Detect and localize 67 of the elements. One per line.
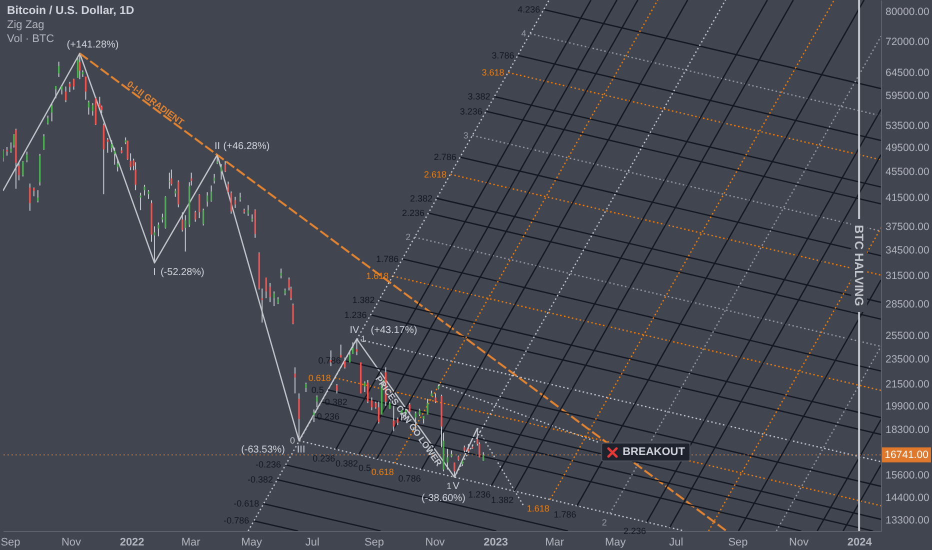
series-label: 0.618 bbox=[371, 467, 394, 478]
series-label: 1.618 bbox=[366, 271, 389, 282]
y-tick-label: 41500.00 bbox=[886, 192, 930, 204]
y-tick-label: 19900.00 bbox=[886, 400, 930, 412]
series-label: 1.618 bbox=[526, 504, 550, 514]
series-label: 2.236 bbox=[624, 526, 646, 536]
series-label: 0.236 bbox=[312, 453, 336, 464]
annotation: III bbox=[296, 444, 306, 456]
x-tick-label: Sep bbox=[728, 536, 748, 548]
x-tick-label: Nov bbox=[789, 536, 810, 548]
x-tick-label: Jul bbox=[669, 536, 684, 548]
series-label: 4 bbox=[521, 28, 526, 39]
series-label: 0 bbox=[290, 436, 295, 446]
y-tick-label: 18300.00 bbox=[886, 424, 930, 436]
series-label: 1 bbox=[360, 334, 366, 344]
y-tick-label: 14400.00 bbox=[886, 492, 930, 504]
y-tick-label: 31500.00 bbox=[886, 270, 930, 282]
x-tick-label: Mar bbox=[545, 536, 564, 548]
y-tick-label: 28500.00 bbox=[886, 298, 930, 311]
ref-line-label: BTC HALVING bbox=[852, 224, 866, 306]
annotation: BREAKOUT bbox=[622, 446, 686, 458]
y-tick-label: 37500.00 bbox=[886, 220, 930, 233]
y-tick-label: 45500.00 bbox=[886, 166, 930, 178]
y-tick-label: 72000.00 bbox=[886, 36, 930, 48]
annotation: II bbox=[214, 140, 220, 152]
x-tick-label: 2022 bbox=[120, 536, 144, 548]
y-tick-label: 13300.00 bbox=[886, 514, 930, 527]
x-tick-label: Mar bbox=[181, 536, 201, 548]
x-tick-label: Sep bbox=[364, 536, 384, 548]
x-tick-label: Sep bbox=[0, 536, 20, 548]
annotation: (-63.53%) bbox=[241, 444, 285, 456]
series-label: 3.618 bbox=[482, 68, 504, 78]
chart-title: Bitcoin / U.S. Dollar, 1D bbox=[6, 5, 134, 17]
annotation: Zig Zag bbox=[6, 19, 44, 31]
y-tick-label: 80000.00 bbox=[886, 6, 930, 18]
ref-line-label: 16741.00 bbox=[884, 448, 929, 461]
series-label: 3 bbox=[463, 130, 468, 140]
annotation: (+141.28%) bbox=[66, 39, 119, 50]
series-label: 2 bbox=[406, 232, 411, 242]
y-tick-label: 59500.00 bbox=[886, 90, 930, 102]
annotation: (+46.28%) bbox=[223, 140, 270, 152]
y-tick-label: 49500.00 bbox=[886, 142, 930, 154]
y-tick-label: 21500.00 bbox=[886, 378, 930, 390]
y-tick-label: 64500.00 bbox=[886, 67, 930, 80]
series-label: 2 bbox=[602, 517, 607, 528]
y-tick-label: 53500.00 bbox=[886, 120, 930, 132]
x-tick-label: Jul bbox=[305, 536, 320, 548]
annotation: Vol · BTC bbox=[6, 33, 54, 45]
y-tick-label: 34500.00 bbox=[886, 244, 930, 256]
x-tick-label: May bbox=[241, 536, 263, 548]
x-tick-label: 2024 bbox=[847, 536, 873, 548]
series-label: 1 bbox=[446, 481, 452, 492]
x-tick-label: Nov bbox=[61, 536, 82, 548]
annotation: V bbox=[452, 481, 460, 492]
x-tick-label: May bbox=[605, 536, 626, 548]
y-tick-label: 25500.00 bbox=[886, 330, 930, 342]
annotation: IV bbox=[350, 324, 360, 336]
y-tick-label: 15600.00 bbox=[886, 469, 930, 482]
series-label: 2.618 bbox=[424, 169, 446, 180]
x-tick-label: Nov bbox=[425, 536, 446, 548]
series-label: 0.618 bbox=[308, 372, 331, 383]
annotation: (-52.28%) bbox=[160, 266, 204, 278]
x-tick-label: 2023 bbox=[484, 536, 508, 548]
annotation: (-38.60%) bbox=[422, 493, 466, 504]
annotation: (+43.17%) bbox=[370, 324, 418, 336]
y-tick-label: 23500.00 bbox=[886, 353, 930, 366]
annotation: I bbox=[153, 266, 156, 278]
